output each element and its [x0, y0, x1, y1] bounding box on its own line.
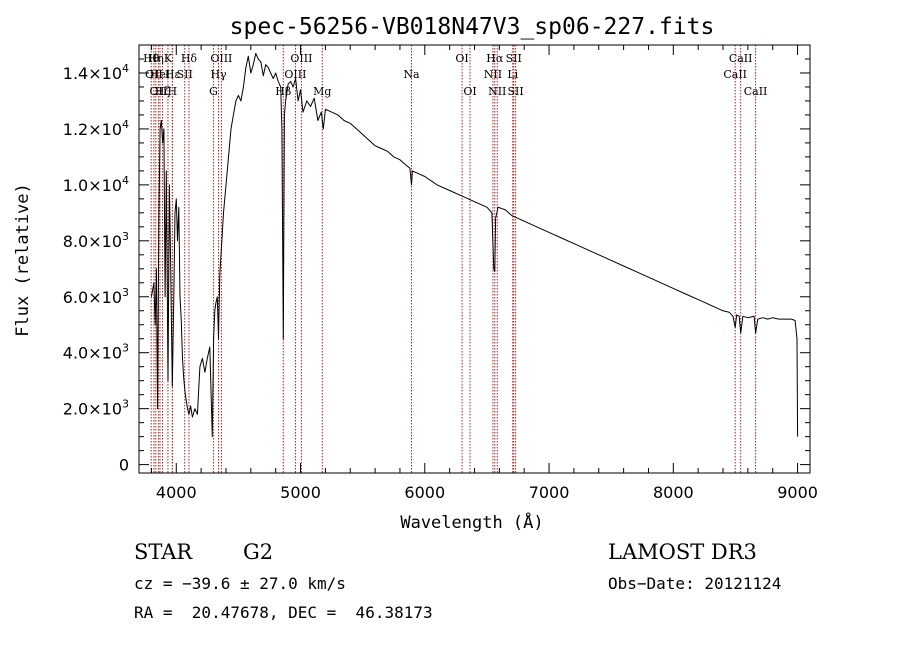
y-tick-label-0: 0 [119, 456, 129, 475]
line-label-20: OI [463, 85, 476, 98]
spectrum-series [150, 52, 799, 438]
line-label-21: NII [484, 68, 502, 81]
chart-title: spec-56256-VB018N47V3_sp06-227.fits [230, 14, 715, 40]
line-label-3: OII [150, 85, 168, 98]
redshift-value: cz = −39.6 ± 27.0 km/s [134, 574, 346, 593]
y-tick-label-6: 1.2×104 [63, 118, 129, 139]
coordinates: RA = 20.47678, DEC = 46.38173 [134, 603, 433, 622]
line-label-8: Hε [165, 68, 181, 81]
line-label-11: G [209, 85, 218, 98]
line-label-18: Na [403, 68, 420, 81]
line-label-15: OIII [284, 68, 306, 81]
x-tick-label-0: 4000 [156, 483, 197, 502]
x-tick-label-2: 6000 [404, 483, 445, 502]
plot-frame [138, 44, 811, 474]
line-label-4: HeI [150, 68, 170, 81]
line-label-22: Hα [486, 52, 504, 65]
line-label-0: Hθ [143, 52, 160, 65]
line-label-10: Hδ [181, 52, 198, 65]
line-label-7: H [168, 85, 178, 98]
y-tick-label-1: 2.0×103 [63, 398, 129, 419]
line-label-23: NII [488, 85, 506, 98]
line-label-5: Hζ [155, 85, 171, 98]
line-label-13: OIII [210, 52, 232, 65]
line-label-16: OIII [290, 52, 312, 65]
line-label-1: OII [145, 68, 163, 81]
line-label-26: SII [508, 85, 524, 98]
y-tick-label-2: 4.0×103 [63, 342, 129, 363]
line-label-25: SII [506, 52, 522, 65]
line-label-2: Hη [148, 52, 164, 65]
spectral-line-markers [150, 45, 757, 473]
line-label-6: K [164, 52, 173, 65]
y-tick-label-4: 8.0×103 [63, 230, 129, 251]
survey-name: LAMOST DR3 [608, 540, 757, 564]
line-label-14: Hβ [275, 85, 291, 98]
line-label-9: SII [177, 68, 193, 81]
line-label-17: Mg [313, 85, 331, 98]
spectrum-line [150, 52, 799, 438]
y-tick-label-7: 1.4×104 [63, 62, 129, 83]
observation-date: Obs−Date: 20121124 [608, 574, 782, 593]
y-axis-label: Flux (relative) [13, 183, 33, 337]
x-tick-label-3: 7000 [529, 483, 570, 502]
spectral-line-labels: HθOIIHηOIIHeIHζKHHεSIIHδGHγOIIIHβOIIIOII… [143, 52, 767, 98]
y-tick-label-3: 6.0×103 [63, 286, 129, 307]
x-axis-label: Wavelength (Å) [400, 511, 543, 533]
line-label-19: OI [455, 52, 468, 65]
x-tick-label-5: 9000 [777, 483, 818, 502]
line-label-28: CaII [729, 52, 753, 65]
object-class: STAR [134, 540, 193, 564]
line-label-12: Hγ [210, 68, 227, 81]
x-tick-label-1: 5000 [280, 483, 321, 502]
line-label-29: CaII [744, 85, 768, 98]
x-tick-label-4: 8000 [653, 483, 694, 502]
object-subclass: G2 [243, 540, 274, 564]
line-label-24: Li [507, 68, 518, 81]
y-axis: 0 2.0×103 4.0×103 6.0×103 8.0×103 1.0×104 1.2×… [63, 58, 810, 475]
x-axis: 4000 5000 6000 7000 8000 9000 [150, 45, 818, 502]
y-tick-label-5: 1.0×104 [63, 174, 129, 195]
line-label-27: CaII [723, 68, 747, 81]
